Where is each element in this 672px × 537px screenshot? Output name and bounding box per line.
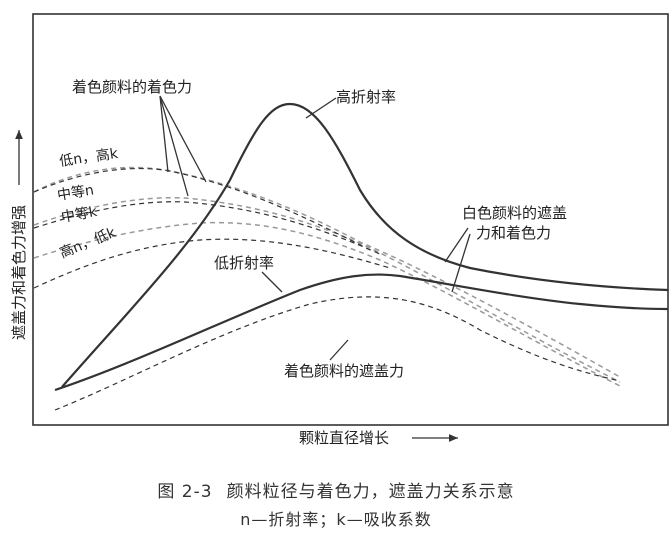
leader-colored-tinting	[159, 95, 207, 197]
label-colored-pigment-tinting: 着色颜料的着色力	[72, 78, 192, 96]
leader-colored-hiding	[329, 339, 349, 361]
curve-high-n-low-k-tinting	[33, 221, 621, 387]
leader-high-ri	[305, 97, 337, 119]
figure-number: 图 2-3	[157, 482, 213, 502]
label-high-refractive-index: 高折射率	[336, 88, 396, 106]
curve-low-n-high-k	[33, 167, 371, 251]
label-low-n-high-k: 低n，高k	[58, 145, 120, 170]
curve-low-refractive-index	[54, 273, 669, 392]
label-white-pigment-line1: 白色颜料的遮盖	[462, 204, 567, 222]
y-axis-label: 遮盖力和着色力增强	[10, 205, 28, 340]
curve-mid	[33, 201, 381, 255]
curve-colored-hiding	[54, 296, 621, 411]
leader-low-ri	[261, 271, 283, 293]
curve-high-n-low-k	[33, 238, 391, 289]
plot-frame	[32, 13, 669, 426]
label-mid-k: 中等k	[60, 203, 99, 226]
figure-legend: n—折射率；k—吸收系数	[240, 510, 432, 529]
x-axis-label: 颗粒直径增长	[299, 429, 389, 447]
label-white-pigment-line2: 力和着色力	[476, 224, 551, 242]
label-high-n-low-k: 高n，低k	[57, 224, 119, 262]
label-low-refractive-index: 低折射率	[214, 254, 274, 272]
curve-high-refractive-index	[61, 102, 669, 388]
label-colored-pigment-hiding: 着色颜料的遮盖力	[284, 362, 404, 380]
leader-white-pigment	[444, 227, 471, 293]
curve-mid-tinting	[33, 196, 621, 383]
figure-caption: 图 2-3 颜料粒径与着色力，遮盖力关系示意	[0, 477, 672, 502]
figure-title: 颜料粒径与着色力，遮盖力关系示意	[226, 482, 515, 502]
label-mid-n: 中等n	[56, 181, 95, 204]
curve-low-n-high-k-tinting	[33, 166, 621, 378]
